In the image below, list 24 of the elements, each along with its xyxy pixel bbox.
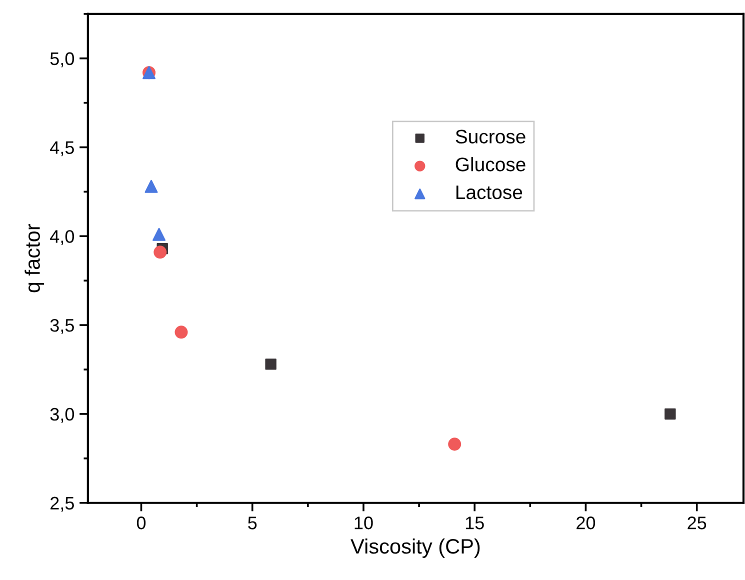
y-axis-title: q factor — [24, 224, 44, 292]
legend-label: Glucose — [456, 157, 526, 172]
x-tick-label: 25 — [688, 516, 706, 530]
x-axis-title: Viscosity (CP) — [350, 538, 480, 558]
y-tick-label: 3,0 — [50, 408, 74, 423]
legend-label: Sucrose — [456, 130, 526, 144]
y-tick-label: 3,5 — [50, 319, 74, 334]
point — [144, 180, 158, 193]
legend-label: Lactose — [456, 186, 522, 200]
y-tick-label: 2,5 — [50, 496, 74, 512]
x-tick-label: 15 — [466, 516, 484, 530]
point — [154, 246, 167, 259]
point — [265, 358, 276, 370]
point — [664, 408, 676, 420]
y-tick-label: 4,5 — [50, 141, 74, 156]
point — [152, 228, 166, 241]
y-tick-label: 5,0 — [50, 52, 74, 68]
x-tick-label: 5 — [248, 516, 257, 530]
point — [448, 438, 462, 451]
x-tick-label: 0 — [136, 516, 146, 530]
x-tick-label: 10 — [354, 516, 373, 530]
y-tick-label: 4,0 — [50, 230, 74, 246]
point — [174, 326, 188, 339]
x-tick-label: 20 — [576, 516, 596, 530]
